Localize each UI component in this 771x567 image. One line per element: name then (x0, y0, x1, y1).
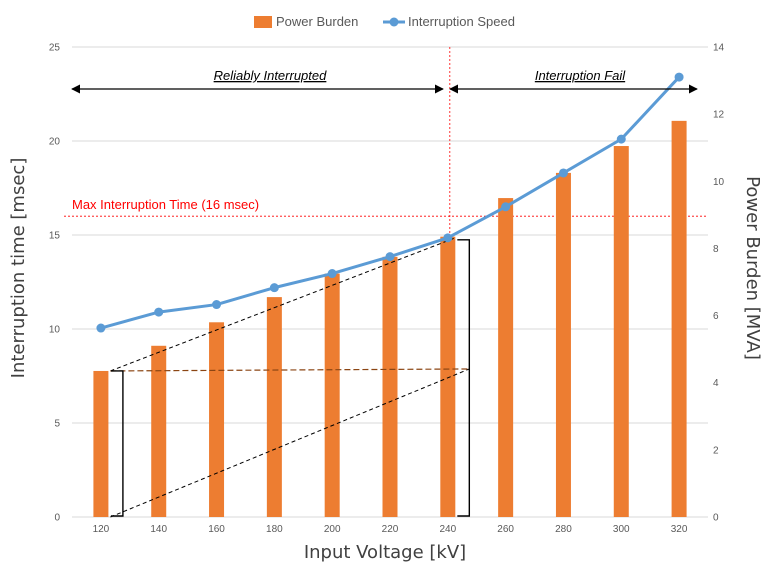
line-point (327, 269, 337, 279)
line-series (96, 72, 684, 333)
line-point (616, 134, 626, 144)
y-right-tick-label: 0 (713, 513, 719, 524)
bar (266, 297, 282, 517)
y-right-tick-label: 12 (713, 110, 725, 121)
region-right-label: Interruption Fail (535, 68, 626, 83)
x-tick-label: 240 (439, 524, 456, 535)
bar (498, 198, 514, 518)
dashed-guide (110, 368, 470, 372)
y-left-tick-label: 10 (49, 325, 61, 336)
region-left-label: Reliably Interrupted (214, 68, 327, 83)
line-point (154, 307, 164, 317)
bar-series (93, 120, 687, 518)
y-left-tick-label: 5 (54, 419, 60, 430)
x-axis-title: Input Voltage [kV] (304, 542, 466, 563)
y-left-tick-label: 0 (54, 513, 60, 524)
line-point (674, 72, 684, 82)
x-tick-label: 220 (382, 524, 399, 535)
bracket-left (110, 370, 124, 517)
legend-bar-swatch (254, 16, 272, 28)
x-tick-label: 120 (93, 524, 110, 535)
x-tick-label: 140 (150, 524, 167, 535)
legend-line-marker (389, 17, 399, 27)
bar (613, 146, 629, 518)
y-right-tick-label: 2 (713, 445, 719, 456)
x-tick-label: 260 (497, 524, 514, 535)
y-left-tick-label: 25 (49, 43, 61, 54)
y-right-tick-label: 8 (713, 244, 719, 255)
line-point (385, 252, 395, 262)
line-point (558, 168, 568, 178)
line-point (212, 300, 222, 310)
x-tick-label: 160 (208, 524, 225, 535)
legend-line-label: Interruption Speed (408, 14, 515, 29)
bar (151, 345, 167, 517)
bar (93, 370, 109, 517)
y-axis-left-title: Interruption time [msec] (8, 158, 29, 379)
x-tick-label: 180 (266, 524, 283, 535)
line-point (501, 202, 511, 212)
x-tick-label: 200 (324, 524, 341, 535)
axis-labels: 0 5 10 15 20 25 0 2 4 6 8 10 12 14 120 140 160 180 200 220 2… (49, 43, 725, 536)
x-tick-label: 300 (613, 524, 630, 535)
y-left-tick-label: 20 (49, 137, 61, 148)
legend: Power Burden Interruption Speed (254, 14, 515, 29)
annotation-layer (64, 47, 708, 517)
bar (671, 120, 687, 517)
x-tick-label: 280 (555, 524, 572, 535)
bar (324, 273, 340, 517)
dashed-guide (110, 237, 456, 372)
overlay-lines (110, 237, 471, 518)
y-right-tick-label: 10 (713, 177, 725, 188)
line-point (96, 323, 106, 333)
y-right-tick-label: 14 (713, 43, 725, 54)
line-point (269, 283, 279, 293)
threshold-label: Max Interruption Time (16 msec) (72, 197, 259, 212)
x-tick-label: 320 (671, 524, 688, 535)
bracket-right (457, 239, 471, 517)
bar (209, 322, 225, 517)
bar (440, 236, 456, 517)
y-right-tick-label: 6 (713, 311, 719, 322)
y-axis-right-title: Power Burden [MVA] (742, 176, 763, 360)
line-point (443, 233, 453, 243)
y-right-tick-label: 4 (713, 378, 719, 389)
legend-bar-label: Power Burden (276, 14, 358, 29)
y-left-tick-label: 15 (49, 231, 61, 242)
bar (555, 172, 571, 517)
bar (382, 256, 398, 517)
dashed-guide (110, 368, 470, 518)
